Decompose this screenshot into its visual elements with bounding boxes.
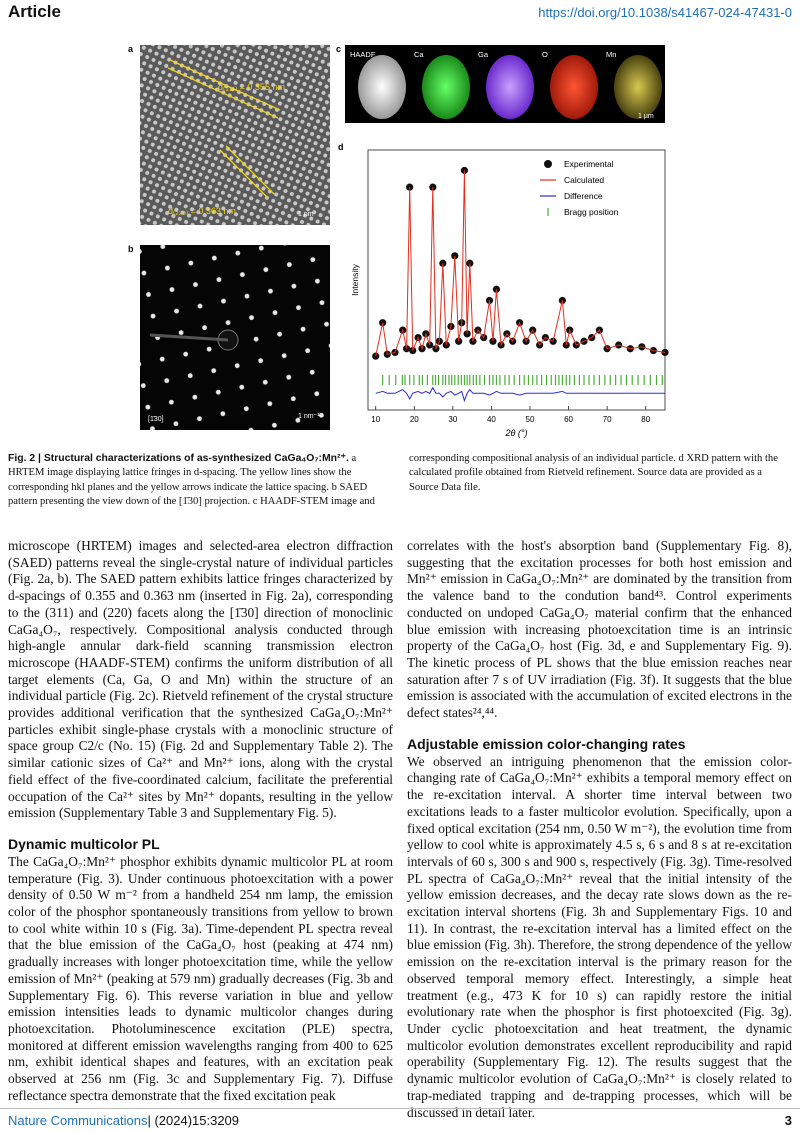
x-tick-label: 50 xyxy=(526,415,535,424)
data-point xyxy=(372,352,380,360)
paragraph: The CaGa₄O₇:Mn²⁺ phosphor exhibits dynam… xyxy=(8,853,393,1103)
column-left: microscope (HRTEM) images and selected-a… xyxy=(8,538,393,1105)
scale-bar-label: 1 µm xyxy=(638,113,654,120)
x-tick-label: 60 xyxy=(564,415,573,424)
panel-label: b xyxy=(128,244,134,254)
article-type: Article xyxy=(8,2,61,21)
zone-axis: [1̄30] xyxy=(148,416,164,423)
doi-link[interactable]: https://doi.org/10.1038/s41467-024-47431… xyxy=(538,5,792,20)
caption-title: Fig. 2 | Structural characterizations of… xyxy=(8,453,349,464)
series-line xyxy=(375,386,665,403)
x-tick-label: 20 xyxy=(410,415,419,424)
x-tick-label: 80 xyxy=(641,415,650,424)
issue: | (2024)15:3209 xyxy=(147,1113,240,1128)
figure: a d₍₃₁₁₎ = 0.355 nm d₍₂₂₀₎ = 0.363 nm 1 … xyxy=(128,44,669,438)
page-number: 3 xyxy=(784,1113,792,1128)
journal-name: Nature Communications xyxy=(8,1113,148,1128)
paragraph: We observed an intriguing phenomenon tha… xyxy=(407,753,792,1120)
map-label: Ca xyxy=(414,50,424,59)
data-point xyxy=(451,252,459,260)
series-line xyxy=(375,170,666,357)
footer: Nature Communications| (2024)15:3209 xyxy=(8,1113,239,1128)
x-tick-label: 70 xyxy=(603,415,612,424)
x-tick-label: 10 xyxy=(371,415,380,424)
scale-bar-label: 1 nm⁻¹ xyxy=(298,413,320,420)
scale-bar-label: 1 nm xyxy=(298,211,314,218)
lattice-lines xyxy=(167,59,281,199)
figure-caption: Fig. 2 | Structural characterizations of… xyxy=(8,452,792,510)
x-tick-label: 40 xyxy=(487,415,496,424)
hrtem-image xyxy=(140,45,330,225)
map-label: Mn xyxy=(606,50,616,59)
plot-frame xyxy=(367,149,666,411)
panel-label: a xyxy=(128,44,134,54)
d-spacing: d₍₃₁₁₎ = 0.355 nm xyxy=(218,82,285,92)
paragraph: correlates with the host's absorption ba… xyxy=(407,538,792,721)
panel-label: d xyxy=(338,142,344,152)
legend-label: Bragg position xyxy=(564,207,619,217)
map-label: Ga xyxy=(478,50,489,59)
legend-label: Calculated xyxy=(564,175,604,185)
legend-marker xyxy=(544,160,552,168)
footer-rule xyxy=(0,1108,800,1109)
data-point xyxy=(661,348,669,357)
paragraph: microscope (HRTEM) images and selected-a… xyxy=(8,538,393,821)
map-label: HAADF xyxy=(350,50,376,59)
legend-label: Experimental xyxy=(564,159,614,169)
beam-stop-arm xyxy=(149,333,229,342)
legend-label: Difference xyxy=(564,191,603,201)
map-label: O xyxy=(542,50,548,59)
panel-label: c xyxy=(336,44,341,54)
section-heading: Adjustable emission color-changing rates xyxy=(407,735,686,752)
column-right: correlates with the host's absorption ba… xyxy=(407,538,792,1121)
caption-text: a HRTEM image displaying lattice fringes… xyxy=(8,453,778,508)
x-tick-label: 30 xyxy=(448,415,457,424)
y-axis-label: Intensity xyxy=(350,263,360,295)
x-axis-label: 2θ (°) xyxy=(505,428,528,438)
eds-particles xyxy=(358,55,662,119)
d-spacing: d₍₂₂₀₎ = 0.363 nm xyxy=(168,206,236,216)
section-heading: Dynamic multicolor PL xyxy=(8,835,160,852)
